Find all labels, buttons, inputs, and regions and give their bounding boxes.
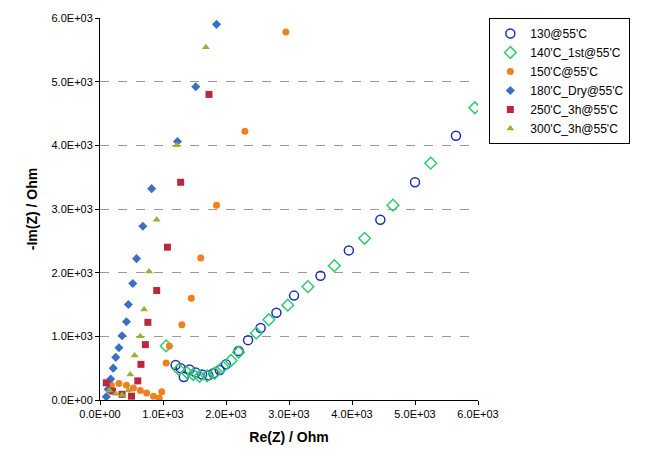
- svg-text:140'C_1st@55'C: 140'C_1st@55'C: [530, 46, 620, 60]
- svg-text:130@55'C: 130@55'C: [530, 27, 587, 41]
- svg-text:6.0E+03: 6.0E+03: [52, 12, 93, 24]
- svg-text:180'C_Dry@55'C: 180'C_Dry@55'C: [530, 84, 623, 98]
- svg-text:1.0E+03: 1.0E+03: [142, 408, 183, 420]
- svg-text:300'C_3h@55'C: 300'C_3h@55'C: [530, 122, 618, 136]
- svg-text:1.0E+03: 1.0E+03: [52, 330, 93, 342]
- svg-text:3.0E+03: 3.0E+03: [268, 408, 309, 420]
- svg-text:150'C@55'C: 150'C@55'C: [530, 65, 598, 79]
- svg-text:0.0E+00: 0.0E+00: [52, 394, 93, 406]
- svg-text:3.0E+03: 3.0E+03: [52, 203, 93, 215]
- svg-text:0.0E+00: 0.0E+00: [79, 408, 120, 420]
- svg-text:5.0E+03: 5.0E+03: [394, 408, 435, 420]
- svg-text:2.0E+03: 2.0E+03: [205, 408, 246, 420]
- svg-text:250'C_3h@55'C: 250'C_3h@55'C: [530, 103, 618, 117]
- svg-text:-Im(Z) / Ohm: -Im(Z) / Ohm: [24, 168, 40, 250]
- svg-text:2.0E+03: 2.0E+03: [52, 267, 93, 279]
- svg-text:6.0E+03: 6.0E+03: [457, 408, 498, 420]
- svg-text:4.0E+03: 4.0E+03: [52, 139, 93, 151]
- svg-text:5.0E+03: 5.0E+03: [52, 76, 93, 88]
- svg-text:4.0E+03: 4.0E+03: [331, 408, 372, 420]
- svg-text:Re(Z) / Ohm: Re(Z) / Ohm: [249, 429, 328, 445]
